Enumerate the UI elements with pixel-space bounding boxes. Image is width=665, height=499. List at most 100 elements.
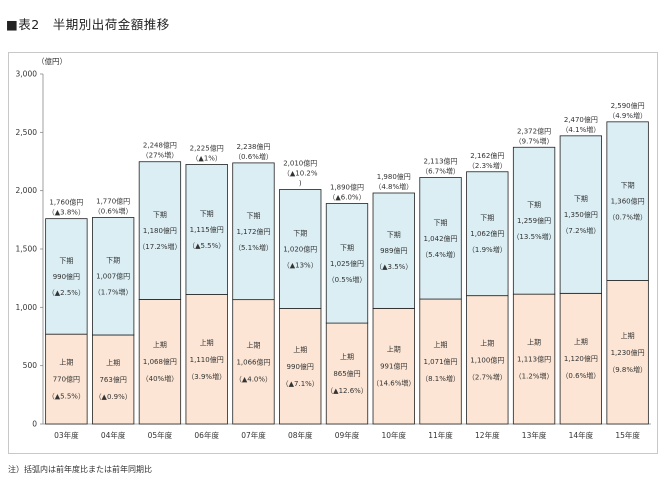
data-label-second-half: （1.7%増） bbox=[94, 288, 133, 297]
bar-second-half bbox=[279, 189, 322, 309]
data-label-first-half: 上期 bbox=[59, 358, 73, 367]
bar-second-half bbox=[232, 162, 275, 301]
data-label-second-half: 1,025億円 bbox=[330, 259, 364, 268]
x-tick-label: 10年度 bbox=[381, 430, 406, 440]
y-tick-label: 3,000 bbox=[16, 70, 38, 79]
bar-second-half bbox=[45, 218, 88, 335]
chart-frame bbox=[8, 52, 658, 454]
bar-second-half bbox=[185, 164, 228, 295]
data-label-second-half: 下期 bbox=[246, 212, 260, 220]
data-label-first-half: 865億円 bbox=[333, 369, 360, 378]
data-label-total: 1,770億円 bbox=[96, 197, 130, 206]
data-label-total: 2,590億円 bbox=[611, 101, 645, 110]
data-label-total: 2,010億円 bbox=[283, 159, 317, 168]
bar-first-half bbox=[45, 333, 88, 425]
data-label-second-half: 下期 bbox=[200, 210, 214, 218]
bar-first-half bbox=[372, 307, 415, 425]
data-label-second-half: 1,062億円 bbox=[470, 229, 504, 238]
data-label-first-half: 1,120億円 bbox=[564, 354, 598, 363]
data-label-total: （▲3.8%） bbox=[48, 209, 85, 217]
data-label-first-half: （2.7%増） bbox=[468, 372, 507, 381]
x-tick-label: 07年度 bbox=[241, 430, 266, 440]
data-label-first-half: 991億円 bbox=[380, 362, 407, 371]
data-label-first-half: 上期 bbox=[340, 352, 354, 361]
data-label-first-half: 上期 bbox=[527, 338, 541, 347]
bar-second-half bbox=[606, 121, 649, 281]
data-label-first-half: 上期 bbox=[246, 340, 260, 349]
data-label-second-half: （0.5%増） bbox=[328, 275, 367, 284]
y-tick-label: 1,500 bbox=[16, 245, 38, 254]
data-label-second-half: （▲13%） bbox=[283, 262, 318, 270]
data-label-first-half: 1,068億円 bbox=[143, 357, 177, 366]
data-label-first-half: （▲5.5%） bbox=[48, 393, 85, 401]
data-label-total: 2,238億円 bbox=[236, 142, 270, 151]
data-label-second-half: 下期 bbox=[340, 244, 354, 252]
x-tick-label: 03年度 bbox=[54, 430, 79, 440]
data-label-second-half: 下期 bbox=[527, 201, 541, 209]
data-label-total: （▲6.0%） bbox=[328, 194, 365, 202]
bar-first-half bbox=[512, 293, 556, 425]
data-label-first-half: 上期 bbox=[574, 337, 588, 346]
data-label-second-half: （5.1%増） bbox=[234, 243, 273, 252]
bar-first-half bbox=[185, 294, 228, 425]
data-label-second-half: （▲5.5%） bbox=[188, 242, 225, 250]
bar-second-half bbox=[419, 177, 462, 300]
y-axis-unit-label: （億円） bbox=[37, 56, 67, 66]
data-label-first-half: 上期 bbox=[200, 338, 214, 347]
bar-first-half bbox=[559, 292, 602, 425]
data-label-first-half: 1,110億円 bbox=[190, 355, 224, 364]
data-label-first-half: （40%増） bbox=[142, 374, 179, 383]
bar-second-half bbox=[325, 203, 369, 324]
x-tick-label: 08年度 bbox=[288, 430, 313, 440]
data-label-total: （0.6%増） bbox=[234, 152, 273, 161]
x-tick-label: 09年度 bbox=[335, 430, 360, 440]
data-label-second-half: 1,007億円 bbox=[96, 272, 130, 281]
data-label-second-half: 1,360億円 bbox=[611, 197, 645, 206]
data-label-second-half: （13.5%増） bbox=[512, 232, 555, 241]
bar-first-half bbox=[466, 295, 509, 425]
data-label-first-half: 770億円 bbox=[53, 375, 80, 384]
data-label-first-half: （▲12.6%） bbox=[326, 387, 368, 395]
y-tick-label: 0 bbox=[32, 420, 37, 429]
data-label-total: （4.9%増） bbox=[608, 111, 647, 120]
data-label-second-half: （5.4%増） bbox=[421, 250, 460, 259]
data-label-total: （4.1%増） bbox=[561, 125, 600, 134]
footnote: 注）括弧内は前年度比または前年同期比 bbox=[8, 465, 152, 474]
data-label-total: 2,162億円 bbox=[470, 151, 504, 160]
data-label-total: 1,760億円 bbox=[49, 198, 83, 207]
data-label-second-half: 1,172億円 bbox=[236, 227, 270, 236]
data-label-total: （4.8%増） bbox=[374, 182, 413, 191]
y-tick-label: 2,500 bbox=[16, 128, 38, 137]
data-label-first-half: （▲7.1%） bbox=[282, 380, 319, 388]
y-tick-label: 2,000 bbox=[16, 186, 38, 195]
data-label-total: （2.3%増） bbox=[468, 161, 507, 170]
data-label-second-half: 下期 bbox=[434, 219, 448, 227]
data-label-second-half: （7.2%増） bbox=[561, 226, 600, 235]
data-label-second-half: 1,020億円 bbox=[283, 245, 317, 254]
x-tick-label: 06年度 bbox=[194, 430, 219, 440]
data-label-first-half: 763億円 bbox=[99, 375, 126, 384]
data-label-second-half: 1,042億円 bbox=[424, 234, 458, 243]
data-label-first-half: （14.6%増） bbox=[372, 379, 415, 388]
data-label-first-half: 上期 bbox=[434, 340, 448, 349]
data-label-first-half: （0.6%増） bbox=[561, 371, 600, 380]
bar-second-half bbox=[92, 217, 135, 336]
data-label-second-half: 下期 bbox=[293, 230, 307, 238]
data-label-total: 2,470億円 bbox=[564, 115, 598, 124]
data-label-first-half: 上期 bbox=[480, 338, 494, 347]
data-label-first-half: （8.1%増） bbox=[421, 374, 460, 383]
data-label-second-half: 下期 bbox=[106, 257, 120, 265]
data-label-second-half: 下期 bbox=[387, 231, 401, 239]
data-label-total: （0.6%増） bbox=[94, 207, 133, 216]
data-label-total: 1,980億円 bbox=[377, 172, 411, 181]
data-label-second-half: 1,180億円 bbox=[143, 226, 177, 235]
data-label-second-half: 989億円 bbox=[380, 246, 407, 255]
x-tick-label: 13年度 bbox=[522, 430, 547, 440]
bar-second-half bbox=[466, 171, 509, 297]
data-label-second-half: 下期 bbox=[574, 195, 588, 203]
data-label-first-half: （1.2%増） bbox=[515, 372, 554, 381]
data-label-total: （▲10.2% bbox=[283, 170, 318, 178]
data-label-total: （6.7%増） bbox=[421, 166, 460, 175]
data-label-second-half: （▲2.5%） bbox=[48, 289, 85, 297]
data-label-first-half: 1,230億円 bbox=[611, 348, 645, 357]
